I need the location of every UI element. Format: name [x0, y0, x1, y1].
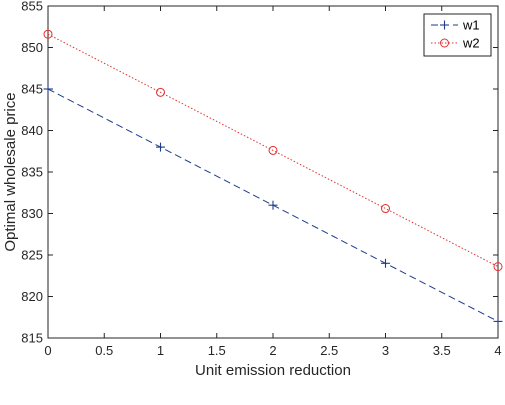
y-tick-label: 820 — [21, 289, 43, 304]
x-tick-label: 1 — [157, 343, 164, 358]
x-tick-label: 0.5 — [95, 343, 113, 358]
x-tick-label: 3 — [382, 343, 389, 358]
y-tick-label: 825 — [21, 248, 43, 263]
x-tick-label: 0 — [44, 343, 51, 358]
y-tick-label: 815 — [21, 331, 43, 346]
y-tick-label: 850 — [21, 40, 43, 55]
y-tick-label: 855 — [21, 0, 43, 14]
legend-label: w2 — [462, 36, 480, 51]
data-point-w1 — [156, 142, 165, 152]
data-point-w2 — [493, 262, 503, 272]
legend-label: w1 — [462, 18, 480, 33]
series-line-w2 — [47, 33, 499, 268]
x-tick-label: 1.5 — [208, 343, 226, 358]
series-layer — [43, 29, 503, 326]
x-axis-label: Unit emission reduction — [195, 362, 351, 379]
legend-box — [423, 13, 492, 57]
data-point-w1 — [268, 200, 278, 210]
y-tick-label: 845 — [21, 82, 43, 97]
y-axis-label: Optimal wholesale price — [2, 92, 19, 251]
axis-ticks: 0 0.5 1 1.5 2 2.5 3 3.5 4 815 820 825 830 835 840 845 85… — [21, 0, 501, 358]
legend-entry-w1: w1 — [431, 18, 480, 33]
legend-entry-w2: w2 — [431, 36, 480, 51]
x-tick-label: 2 — [269, 343, 276, 358]
x-tick-label: 3.5 — [433, 343, 451, 358]
data-point-w2 — [156, 87, 165, 97]
data-point-w1 — [493, 316, 503, 326]
x-tick-label: 4 — [494, 343, 501, 358]
legend-marker-swatch — [440, 20, 449, 30]
y-tick-label: 830 — [21, 206, 43, 221]
data-point-w1 — [381, 258, 390, 268]
legend-marker-swatch — [440, 38, 449, 48]
y-tick-label: 835 — [21, 165, 43, 180]
data-point-w1 — [43, 84, 53, 94]
data-point-w2 — [268, 145, 278, 155]
y-tick-label: 840 — [21, 123, 43, 138]
x-tick-label: 2.5 — [320, 343, 338, 358]
data-point-w2 — [43, 29, 53, 39]
data-point-w2 — [381, 204, 390, 214]
